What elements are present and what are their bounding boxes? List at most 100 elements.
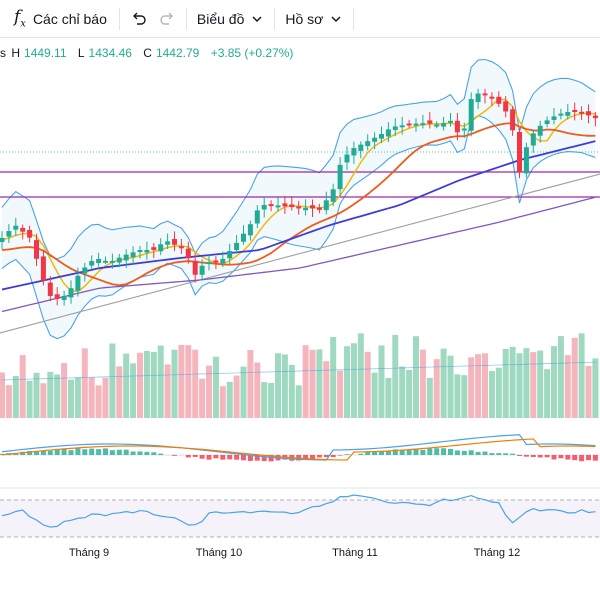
macd-histogram-bar	[530, 455, 536, 458]
volume-bar	[433, 359, 440, 418]
volume-bar	[40, 383, 47, 418]
candle-body	[0, 238, 5, 242]
volume-bar	[564, 355, 571, 418]
volume-bar	[385, 377, 392, 418]
profile-menu-button[interactable]: Hồ sơ	[275, 0, 353, 37]
volume-bar	[74, 377, 81, 418]
volume-bars	[0, 333, 599, 418]
candle-body	[116, 257, 122, 263]
profile-menu-label: Hồ sơ	[285, 10, 324, 27]
volume-bar	[275, 353, 281, 418]
volume-bar	[54, 374, 61, 418]
candle-body	[475, 93, 481, 103]
macd-histogram-bar	[227, 455, 233, 460]
volume-bar	[95, 385, 102, 418]
macd-histogram-bar	[61, 448, 67, 455]
volume-bar	[516, 353, 523, 418]
macd-histogram-bar	[461, 450, 467, 455]
volume-bar	[12, 375, 19, 418]
volume-bar	[116, 366, 123, 418]
macd-histogram-bar	[247, 455, 253, 461]
divider	[185, 7, 187, 30]
candle-body	[448, 120, 453, 123]
candle-body	[586, 111, 591, 116]
rsi-panel	[0, 487, 600, 538]
change-value: +3.85 (+0.27%)	[210, 46, 294, 60]
candle-body	[523, 147, 529, 174]
macd-histogram-bar	[475, 451, 481, 455]
candle-body	[123, 254, 129, 261]
candle-body	[75, 275, 81, 291]
macd-histogram-bar	[379, 450, 384, 455]
macd-histogram-bar	[151, 452, 157, 455]
macd-histogram-bar	[358, 453, 364, 455]
chart-menu-button[interactable]: Biểu đồ	[187, 0, 274, 37]
volume-bar	[157, 345, 164, 418]
volume-bar	[19, 355, 26, 418]
candle-body	[144, 250, 150, 253]
volume-ma-line	[1, 361, 596, 381]
candle-body	[227, 251, 233, 259]
candle-body	[82, 267, 88, 274]
macd-histogram-bar	[68, 450, 74, 455]
signal-line	[1, 438, 596, 461]
candle-body	[289, 204, 295, 208]
volume-bar	[185, 345, 192, 418]
volume-bar	[150, 352, 157, 418]
volume-bar	[47, 371, 54, 418]
candle-body	[310, 205, 315, 209]
macd-histogram-bar	[82, 449, 88, 455]
volume-bar	[123, 353, 130, 418]
candle-body	[6, 231, 12, 237]
candle-body	[551, 116, 557, 120]
candle-body	[351, 148, 357, 156]
volume-bar	[268, 383, 275, 418]
redo-button[interactable]	[154, 0, 186, 37]
macd-histogram-bar	[510, 453, 516, 455]
volume-bar	[357, 333, 364, 418]
macd-histogram-bar	[482, 451, 488, 455]
volume-bar	[378, 345, 385, 418]
macd-line	[1, 434, 596, 461]
volume-bar	[137, 352, 143, 418]
candle-body	[61, 295, 67, 300]
macd-histogram-bar	[337, 455, 343, 456]
candle-body	[109, 260, 115, 263]
candle-body	[441, 123, 447, 127]
candle-body	[130, 252, 136, 258]
macd-histogram-bar	[116, 449, 122, 455]
low-value: L 1434.46	[77, 46, 132, 60]
candle-body	[96, 258, 102, 264]
candle-body	[434, 124, 440, 127]
volume-bar	[109, 343, 116, 418]
macd-histogram-bar	[47, 450, 53, 455]
candle-body	[420, 123, 426, 126]
macd-histogram-bar	[172, 455, 177, 456]
indicators-button[interactable]: fx Các chỉ báo	[0, 0, 119, 37]
volume-bar	[537, 350, 544, 418]
volume-bar	[316, 349, 323, 418]
candle-body	[68, 288, 74, 298]
candle-body	[517, 131, 522, 172]
volume-bar	[502, 348, 509, 418]
volume-bar	[206, 365, 212, 418]
candle-body	[137, 250, 143, 252]
macd-histogram-bar	[310, 455, 315, 460]
macd-histogram-bar	[220, 455, 226, 460]
candle-body	[461, 128, 467, 131]
volume-bar	[178, 344, 185, 418]
macd-histogram-bar	[234, 455, 240, 460]
candle-body	[372, 137, 378, 142]
undo-button[interactable]	[120, 0, 154, 37]
bollinger-upper-line	[1, 58, 596, 260]
symbol-suffix: s	[0, 46, 6, 60]
macd-histogram-bar	[441, 448, 447, 455]
volume-bar	[426, 377, 433, 418]
candle-body	[337, 164, 343, 190]
candle-body	[316, 207, 322, 210]
macd-histogram-bar	[454, 450, 460, 455]
candle-body	[89, 261, 95, 266]
candle-body	[47, 282, 53, 296]
divider	[274, 7, 276, 30]
